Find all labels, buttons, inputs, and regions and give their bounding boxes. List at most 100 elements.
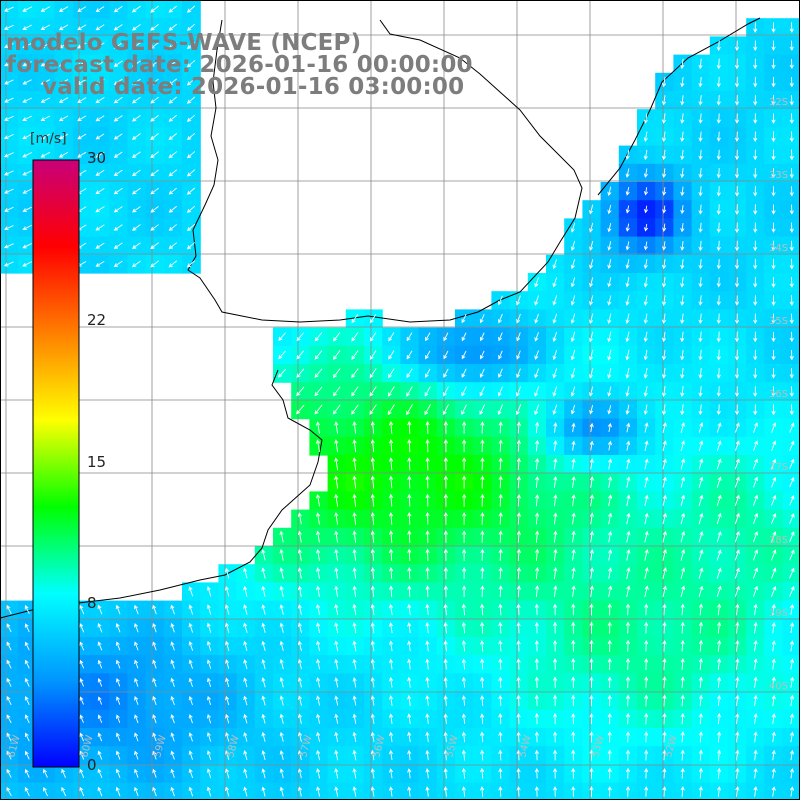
wind-arrow <box>443 386 449 397</box>
wind-arrow <box>589 549 594 561</box>
wind-arrow <box>534 749 539 761</box>
wind-arrow <box>553 458 558 470</box>
wind-arrow <box>771 368 776 379</box>
coastline-buenos-aires <box>0 369 323 619</box>
wind-arrow <box>589 676 594 689</box>
wind-arrow <box>589 259 594 270</box>
wind-arrow <box>388 368 395 379</box>
wind-arrow <box>571 731 576 743</box>
wind-arrow <box>771 149 776 161</box>
wind-arrow <box>334 603 339 616</box>
wind-arrow <box>461 621 466 634</box>
wind-arrow <box>351 386 359 397</box>
wind-arrow <box>735 767 740 779</box>
wind-arrow <box>279 585 284 597</box>
wind-arrow <box>388 350 395 360</box>
wind-arrow <box>753 786 758 797</box>
wind-arrow <box>771 22 776 33</box>
wind-arrow <box>717 713 722 725</box>
wind-arrow <box>168 78 177 86</box>
wind-arrow <box>735 694 740 707</box>
wind-arrow <box>771 658 776 670</box>
wind-arrow <box>278 332 286 342</box>
wind-arrow <box>625 205 630 214</box>
wind-arrow <box>753 331 758 343</box>
wind-arrow <box>389 566 394 580</box>
wind-arrow <box>261 640 266 651</box>
wind-arrow <box>680 168 685 179</box>
wind-arrow <box>370 457 375 471</box>
wind-arrow <box>316 713 321 724</box>
wind-arrow <box>753 204 758 215</box>
wind-arrow <box>79 732 84 742</box>
wind-arrow <box>662 223 667 232</box>
wind-arrow <box>480 457 485 471</box>
wind-arrow <box>662 349 666 361</box>
wind-arrow <box>735 731 740 743</box>
wind-arrow <box>58 60 69 67</box>
wind-arrow <box>790 768 794 779</box>
wind-arrow <box>516 767 521 779</box>
wind-arrow <box>243 604 248 615</box>
wind-arrow <box>351 404 359 415</box>
wind-arrow <box>552 368 558 379</box>
wind-arrow <box>462 512 467 525</box>
wind-arrow <box>680 639 685 652</box>
wind-arrow <box>734 476 740 488</box>
wind-arrow <box>735 386 739 397</box>
wind-arrow <box>498 640 503 652</box>
wind-arrow <box>152 604 157 615</box>
wind-arrow <box>735 713 740 725</box>
wind-arrow <box>662 494 667 506</box>
wind-arrow <box>662 731 667 743</box>
wind-arrow <box>480 749 485 761</box>
wind-arrow <box>370 640 375 652</box>
wind-arrow <box>424 404 431 416</box>
wind-arrow <box>680 331 685 343</box>
wind-arrow <box>662 621 667 634</box>
wind-arrow <box>516 313 521 324</box>
wind-arrow <box>680 349 685 361</box>
wind-arrow <box>186 42 196 50</box>
wind-arrow <box>296 332 304 342</box>
wind-arrow <box>771 603 776 616</box>
wind-arrow <box>480 530 485 543</box>
wind-arrow <box>370 548 375 561</box>
wind-arrow <box>188 750 193 760</box>
wind-arrow <box>553 767 558 779</box>
wind-arrow <box>734 585 740 597</box>
wind-arrow <box>553 603 558 616</box>
wind-arrow <box>170 604 175 615</box>
wind-arrow <box>261 585 266 597</box>
wind-arrow <box>186 151 196 159</box>
wind-arrow <box>97 641 103 651</box>
wind-arrow <box>296 350 304 360</box>
wind-arrow <box>332 404 341 415</box>
wind-arrow <box>662 694 667 707</box>
wind-arrow <box>316 640 321 652</box>
wind-arrow <box>462 530 467 543</box>
wind-arrow <box>734 512 740 525</box>
wind-arrow <box>789 40 794 51</box>
wind-arrow <box>95 151 105 158</box>
wind-arrow <box>150 133 159 140</box>
wind-arrow <box>789 167 794 179</box>
wind-arrow <box>462 439 467 453</box>
wind-arrow <box>534 621 539 634</box>
wind-arrow <box>698 295 703 306</box>
wind-arrow <box>4 61 14 67</box>
wind-arrow <box>626 512 631 525</box>
wind-arrow <box>680 204 685 215</box>
wind-arrow <box>425 350 431 360</box>
wind-arrow <box>516 603 521 616</box>
wind-arrow <box>389 585 394 598</box>
wind-arrow <box>316 603 321 615</box>
wind-arrow <box>243 731 248 742</box>
wind-arrow <box>150 242 159 250</box>
wind-arrow <box>735 621 740 634</box>
wind-arrow <box>644 187 648 196</box>
wind-arrow <box>407 640 412 652</box>
wind-arrow <box>516 640 521 652</box>
wind-arrow <box>461 386 467 397</box>
wind-arrow <box>662 205 667 214</box>
